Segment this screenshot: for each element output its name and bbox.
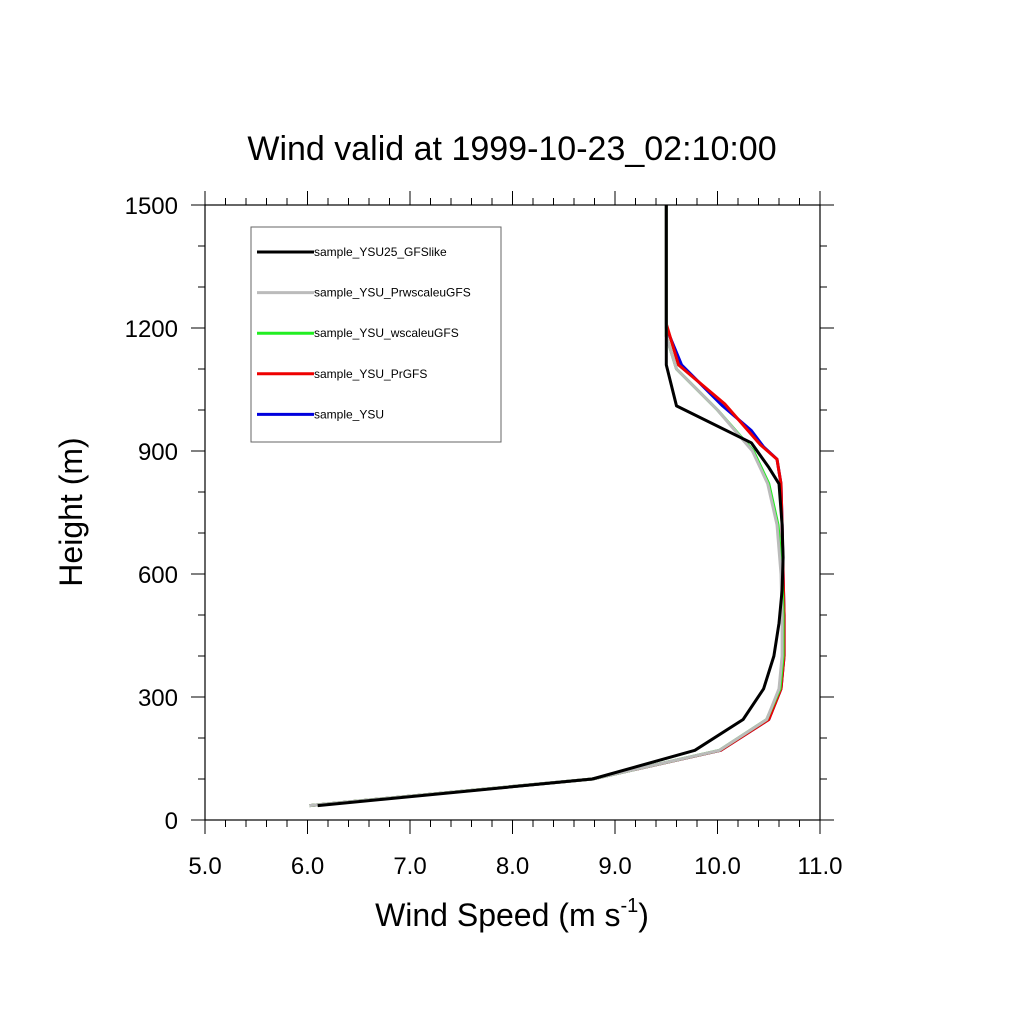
x-tick-label: 11.0 bbox=[798, 853, 843, 880]
y-tick-label: 300 bbox=[138, 685, 178, 712]
x-tick-label: 8.0 bbox=[496, 853, 529, 880]
legend-items: sample_YSU25_GFSlike sample_YSU_Prwscaleu… bbox=[257, 245, 471, 421]
legend-label: sample_YSU_PrGFS bbox=[314, 367, 427, 381]
x-tick-label: 5.0 bbox=[188, 853, 221, 880]
y-tick-label: 1500 bbox=[125, 193, 178, 220]
y-axis-title: Height (m) bbox=[53, 437, 89, 586]
y-tick-label: 600 bbox=[138, 562, 178, 589]
ticks-layer bbox=[191, 191, 834, 834]
series-line-sample_YSU25_GFSlike bbox=[317, 205, 785, 808]
y-tick-label: 0 bbox=[165, 808, 178, 835]
legend-label: sample_YSU bbox=[314, 407, 384, 421]
x-tick-label: 7.0 bbox=[393, 853, 426, 880]
x-axis-title: Wind Speed (m s-1) bbox=[375, 895, 649, 933]
x-axis-title-superscript: -1 bbox=[620, 895, 638, 917]
chart-title: Wind valid at 1999-10-23_02:10:00 bbox=[247, 130, 776, 168]
series-layer bbox=[309, 205, 786, 808]
tick-labels-layer: 5.0 6.0 7.0 8.0 9.0 10.0 11.0 0 300 600 900 1200 150… bbox=[125, 193, 843, 880]
legend: sample_YSU25_GFSlike sample_YSU_Prwscaleu… bbox=[250, 226, 502, 443]
legend-label: sample_YSU25_GFSlike bbox=[314, 245, 447, 259]
legend-label: sample_YSU_PrwscaleuGFS bbox=[314, 286, 471, 300]
x-axis-title-main: Wind Speed (m s bbox=[375, 897, 620, 933]
x-tick-label: 9.0 bbox=[598, 853, 631, 880]
x-tick-label: 6.0 bbox=[291, 853, 324, 880]
y-tick-label: 900 bbox=[138, 439, 178, 466]
y-tick-label: 1200 bbox=[125, 316, 178, 343]
x-axis-title-end: ) bbox=[638, 897, 649, 933]
series-line-sample_YSU_PrwscaleuGFS bbox=[309, 205, 784, 808]
legend-label: sample_YSU_wscaleuGFS bbox=[314, 326, 459, 340]
x-tick-label: 10.0 bbox=[694, 853, 741, 880]
